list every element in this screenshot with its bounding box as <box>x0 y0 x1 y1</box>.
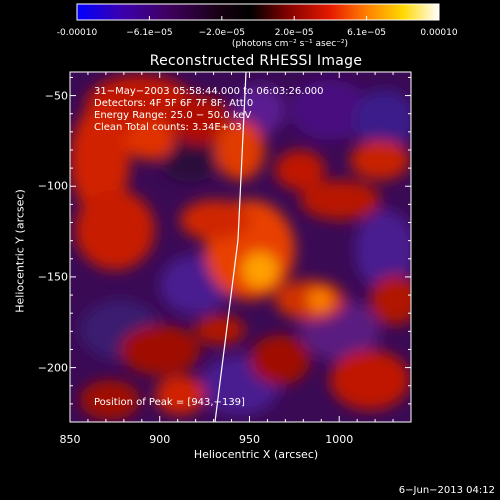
x-axis-title: Heliocentric X (arcsec) <box>193 448 319 461</box>
y-tick-label: −150 <box>37 270 68 284</box>
colorbar-tick-label: −6.1e−05 <box>126 28 173 38</box>
colorbar-tick-label: 6.1e−05 <box>347 28 387 38</box>
y-axis-title: Heliocentric Y (arcsec) <box>13 189 27 313</box>
x-tick-label: 850 <box>59 433 81 446</box>
y-tick-label: −50 <box>44 89 68 103</box>
colorbar-fill <box>76 3 440 21</box>
plot-title: Reconstructed RHESSI Image <box>149 53 363 69</box>
colorbar-tick-label: -0.00010 <box>56 28 98 38</box>
info-energy-range: Energy Range: 25.0 − 50.0 keV <box>94 110 252 121</box>
info-time-range: 31−May−2003 05:58:44.000 to 06:03:26.000 <box>94 86 324 97</box>
colorbar-tick-label: −2.0e−05 <box>198 28 245 38</box>
info-total-counts: Clean Total counts: 3.34E+03 <box>94 122 242 133</box>
date-stamp: 6−Jun−2013 04:12 <box>398 485 495 496</box>
x-tick-label: 950 <box>238 433 260 446</box>
info-detectors: Detectors: 4F 5F 6F 7F 8F; Att 0 <box>94 98 254 109</box>
x-tick-label: 1000 <box>325 433 354 446</box>
colorbar-tick-label: 0.00010 <box>420 28 458 38</box>
peak-position: Position of Peak = [943,−139] <box>94 397 245 408</box>
colorbar-units: (photons cm⁻² s⁻¹ asec⁻²) <box>231 39 349 49</box>
x-tick-label: 900 <box>149 433 171 446</box>
y-tick-label: −200 <box>37 361 68 375</box>
colorbar-tick-label: 2.0e−05 <box>274 28 314 38</box>
plot-frame <box>69 71 412 423</box>
y-tick-label: −100 <box>37 179 68 193</box>
colorbar <box>76 3 440 21</box>
solar-limb-line <box>214 72 247 422</box>
